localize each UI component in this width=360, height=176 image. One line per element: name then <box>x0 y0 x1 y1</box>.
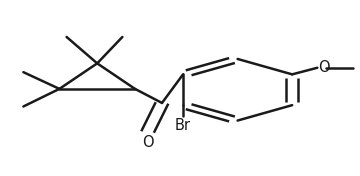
Text: Br: Br <box>175 118 191 133</box>
Text: O: O <box>318 60 330 75</box>
Text: O: O <box>142 135 153 150</box>
